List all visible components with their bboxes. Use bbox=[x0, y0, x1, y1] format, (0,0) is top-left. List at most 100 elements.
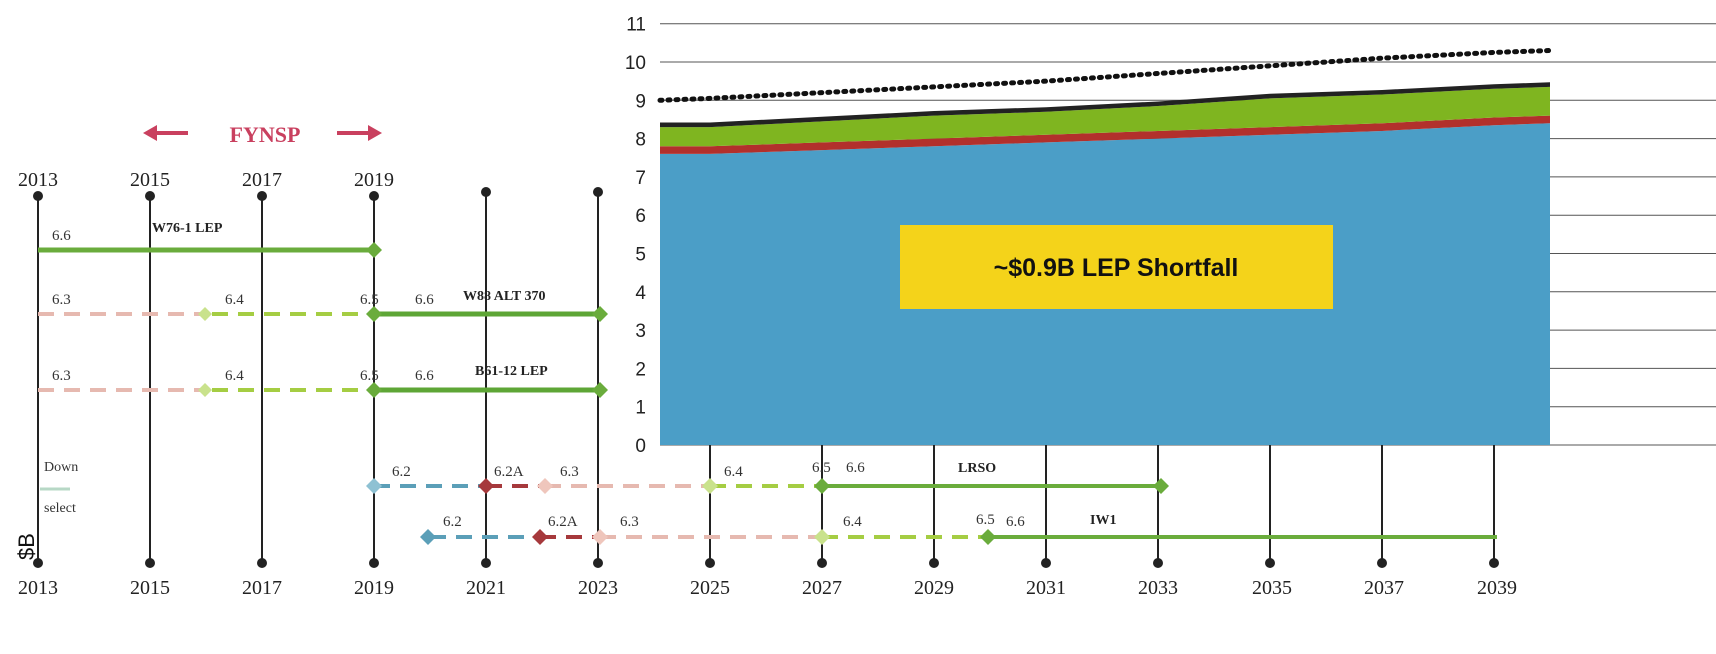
iw1-marker-62a bbox=[532, 529, 548, 545]
phase-label: 6.3 bbox=[620, 514, 639, 530]
y-tick-label: 8 bbox=[635, 130, 646, 151]
y-axis-ticks: 0 1 2 3 4 5 6 7 8 9 10 11 bbox=[625, 15, 647, 457]
bottom-year-label: 2021 bbox=[466, 577, 506, 599]
area-series-3 bbox=[660, 82, 1550, 128]
phase-label: 6.5 bbox=[360, 368, 379, 384]
year-dot bbox=[705, 558, 715, 568]
phase-label: 6.3 bbox=[52, 292, 71, 308]
year-dot bbox=[1041, 558, 1051, 568]
program-b61-12: 6.3 6.4 6.5 6.6 B61-12 LEP bbox=[38, 364, 608, 398]
legend-fragment: Down select $B bbox=[14, 460, 78, 560]
phase-label: 6.6 bbox=[846, 460, 865, 476]
program-w76-1: 6.6 W76-1 LEP bbox=[38, 221, 382, 258]
budget-chart: 0 1 2 3 4 5 6 7 8 9 10 11 ~$0.9B LEP Shortfall bbox=[625, 0, 1716, 457]
dotted-projection-line bbox=[657, 48, 1553, 103]
bottom-year-label: 2035 bbox=[1252, 577, 1292, 599]
y-tick-label: 6 bbox=[635, 206, 646, 227]
bottom-year-label: 2017 bbox=[242, 577, 282, 599]
lrso-end-marker bbox=[1153, 478, 1169, 494]
bottom-year-labels: 2013 2015 2017 2019 2021 2023 2025 2027 … bbox=[18, 577, 1517, 599]
program-label: LRSO bbox=[958, 461, 996, 476]
top-year-labels: 2013 2015 2017 2019 bbox=[18, 169, 394, 191]
y-tick-label: 11 bbox=[626, 15, 646, 36]
bottom-year-label: 2015 bbox=[130, 577, 170, 599]
phase-label: 6.4 bbox=[225, 368, 244, 384]
year-dot bbox=[145, 191, 155, 201]
shortfall-callout: ~$0.9B LEP Shortfall bbox=[900, 225, 1333, 309]
y-axis-label: $B bbox=[14, 533, 39, 560]
y-tick-label: 2 bbox=[635, 359, 646, 380]
bottom-year-label: 2027 bbox=[802, 577, 842, 599]
y-tick-label: 0 bbox=[635, 436, 646, 457]
phase-label: 6.4 bbox=[724, 464, 743, 480]
phase-label: 6.6 bbox=[1006, 514, 1025, 530]
b61-end-marker bbox=[592, 382, 608, 398]
bottom-year-label: 2031 bbox=[1026, 577, 1066, 599]
phase-label: 6.2 bbox=[443, 514, 462, 530]
phase-label: 6.5 bbox=[976, 512, 995, 528]
phase-label: 6.5 bbox=[360, 292, 379, 308]
year-dot bbox=[145, 558, 155, 568]
phase-label: 6.3 bbox=[52, 368, 71, 384]
phase-label: 6.2 bbox=[392, 464, 411, 480]
w88-end-marker bbox=[592, 306, 608, 322]
top-year-label: 2013 bbox=[18, 169, 58, 191]
iw1-marker-63 bbox=[592, 529, 608, 545]
b61-marker-64 bbox=[198, 383, 212, 397]
program-label: W88 ALT 370 bbox=[463, 289, 545, 304]
lrso-marker-65 bbox=[814, 478, 830, 494]
program-lrso: 6.2 6.2A 6.3 6.4 6.5 6.6 LRSO bbox=[366, 460, 1169, 494]
year-dot bbox=[1489, 558, 1499, 568]
b61-marker-65 bbox=[366, 382, 382, 398]
phase-label: 6.4 bbox=[843, 514, 862, 530]
iw1-marker-65 bbox=[980, 529, 996, 545]
phase-label: 6.6 bbox=[415, 368, 434, 384]
phase-label: 6.2A bbox=[548, 514, 578, 530]
year-dot bbox=[817, 558, 827, 568]
callout-box bbox=[900, 225, 1333, 309]
program-label: W76-1 LEP bbox=[152, 221, 223, 236]
fynsp-arrowhead-right bbox=[368, 125, 382, 141]
top-year-label: 2017 bbox=[242, 169, 282, 191]
callout-text: ~$0.9B LEP Shortfall bbox=[994, 254, 1239, 282]
year-dot bbox=[1153, 558, 1163, 568]
year-dot bbox=[593, 187, 603, 197]
area-series-1 bbox=[660, 115, 1550, 154]
phase-label: 6.6 bbox=[415, 292, 434, 308]
lrso-marker-64 bbox=[702, 478, 718, 494]
iw1-marker-62 bbox=[420, 529, 436, 545]
y-tick-label: 9 bbox=[635, 91, 646, 112]
phase-label: 6.2A bbox=[494, 464, 524, 480]
year-dot bbox=[369, 191, 379, 201]
bottom-year-label: 2025 bbox=[690, 577, 730, 599]
year-dot bbox=[1265, 558, 1275, 568]
w88-marker-65 bbox=[366, 306, 382, 322]
y-tick-label: 10 bbox=[625, 53, 646, 74]
program-w88: 6.3 6.4 6.5 6.6 W88 ALT 370 bbox=[38, 289, 608, 322]
y-tick-label: 4 bbox=[635, 283, 646, 304]
year-dot bbox=[481, 187, 491, 197]
y-tick-label: 5 bbox=[635, 245, 646, 266]
bottom-year-label: 2039 bbox=[1477, 577, 1517, 599]
lrso-marker-62 bbox=[366, 478, 382, 494]
year-dot bbox=[33, 191, 43, 201]
year-dot bbox=[369, 558, 379, 568]
w76-end-marker bbox=[366, 242, 382, 258]
year-dot bbox=[257, 558, 267, 568]
bottom-year-label: 2033 bbox=[1138, 577, 1178, 599]
year-dot bbox=[593, 558, 603, 568]
program-iw1: 6.2 6.2A 6.3 6.4 6.5 6.6 IW1 bbox=[420, 512, 1497, 545]
phase-label: 6.5 bbox=[812, 460, 831, 476]
fynsp-marker: FYNSP bbox=[143, 122, 382, 147]
area-series-2 bbox=[660, 86, 1550, 147]
phase-label: 6.4 bbox=[225, 292, 244, 308]
bottom-year-label: 2023 bbox=[578, 577, 618, 599]
bottom-year-label: 2013 bbox=[18, 577, 58, 599]
year-dot bbox=[257, 191, 267, 201]
lrso-marker-63 bbox=[537, 478, 553, 494]
year-dot bbox=[1377, 558, 1387, 568]
w88-marker-64 bbox=[198, 307, 212, 321]
program-label: IW1 bbox=[1090, 513, 1116, 528]
lrso-marker-62a bbox=[478, 478, 494, 494]
